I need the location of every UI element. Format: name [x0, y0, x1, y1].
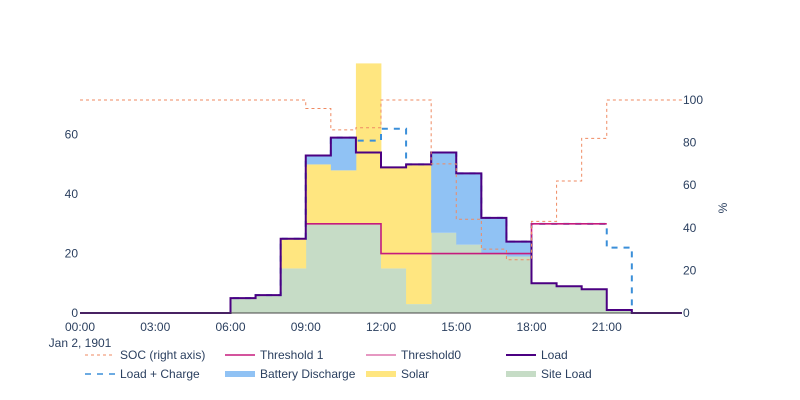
y-tick-label: 20 [65, 247, 79, 261]
site-load-bar-1300 [406, 304, 432, 313]
legend-swatch [506, 371, 536, 377]
series-load-line [80, 136, 682, 314]
y2-tick-label: 40 [683, 221, 697, 235]
site-load-bar-1000 [330, 223, 357, 313]
solar-bar-1200 [381, 167, 407, 269]
battery-discharge-bar-0900 [305, 155, 332, 165]
y2-axis-title: % [716, 202, 730, 213]
x-tick-label: 03:00 [140, 320, 170, 334]
site-load-bar-1700 [506, 256, 532, 313]
y2-tick-label: 20 [683, 263, 697, 277]
series-soc-right-axis-line [80, 99, 682, 261]
x-tick-label: 09:00 [291, 320, 321, 334]
legend-item-load-charge[interactable]: Load + Charge [85, 367, 200, 381]
plot-area [80, 63, 682, 314]
legend-label: Site Load [541, 367, 592, 381]
battery-discharge-bar-1000 [330, 137, 357, 171]
site-load-bar-1600 [481, 253, 507, 313]
site-load-bar-0900 [305, 223, 332, 313]
x-date-label: Jan 2, 1901 [49, 336, 112, 350]
x-tick-label: 18:00 [516, 320, 546, 334]
site-load-bar-1200 [381, 268, 407, 313]
legend-label: Load [541, 348, 568, 362]
site-load-bar-1800 [531, 283, 557, 313]
legend-label: Solar [401, 367, 429, 381]
battery-discharge-bar-1600 [481, 217, 507, 254]
axes: 0 20 40 60 0 20 40 60 80 100% 00:00 03:00 06:00 09:00… [49, 93, 730, 350]
legend-swatch [225, 371, 255, 377]
legend-label: SOC (right axis) [120, 348, 205, 362]
site-load-bar-1400 [431, 232, 457, 313]
x-tick-label: 00:00 [65, 320, 95, 334]
site-load-bar-1100 [355, 223, 382, 313]
site-load-bar-1900 [556, 286, 583, 313]
solar-bar-0900 [305, 164, 332, 224]
legend-item-threshold0[interactable]: Threshold0 [366, 348, 461, 362]
legend-item-soc-right-axis[interactable]: SOC (right axis) [85, 348, 205, 362]
site-load-bar-0600 [230, 298, 256, 313]
series-threshold-1-line [305, 223, 607, 255]
site-load-bar-2000 [581, 289, 608, 313]
legend-item-load[interactable]: Load [506, 348, 568, 362]
x-tick-label: 15:00 [441, 320, 471, 334]
x-tick-label: 06:00 [215, 320, 245, 334]
legend-item-threshold-1[interactable]: Threshold 1 [225, 348, 324, 362]
legend-item-battery-discharge[interactable]: Battery Discharge [225, 367, 356, 381]
solar-bar-1300 [406, 164, 432, 305]
legend-item-solar[interactable]: Solar [366, 367, 429, 381]
legend-label: Threshold 1 [260, 348, 324, 362]
site-load-bar-1500 [456, 244, 482, 313]
series-site-load [230, 223, 633, 313]
y2-tick-label: 0 [683, 306, 690, 320]
legend: SOC (right axis) Threshold 1 Threshold0 Loa… [85, 348, 592, 381]
solar-bar-1100 [355, 63, 382, 224]
x-tick-label: 21:00 [592, 320, 622, 334]
legend-swatch [366, 371, 396, 377]
solar-bar-0800 [280, 238, 307, 269]
legend-label: Threshold0 [401, 348, 461, 362]
legend-label: Battery Discharge [260, 367, 356, 381]
solar-bar-1000 [330, 170, 357, 224]
x-tick-label: 12:00 [366, 320, 396, 334]
legend-label: Load + Charge [120, 367, 200, 381]
series-solar [280, 63, 432, 305]
site-load-bar-0700 [255, 295, 282, 313]
y2-tick-label: 100 [683, 93, 703, 107]
y-tick-label: 0 [71, 306, 78, 320]
y2-tick-label: 60 [683, 178, 697, 192]
legend-item-site-load[interactable]: Site Load [506, 367, 592, 381]
y-tick-label: 40 [65, 187, 79, 201]
battery-discharge-bar-1400 [431, 152, 457, 233]
y-tick-label: 60 [65, 128, 79, 142]
site-load-bar-2100 [606, 310, 633, 313]
y2-tick-label: 80 [683, 136, 697, 150]
site-load-bar-0800 [280, 268, 307, 313]
battery-discharge-bar-1500 [456, 173, 482, 245]
